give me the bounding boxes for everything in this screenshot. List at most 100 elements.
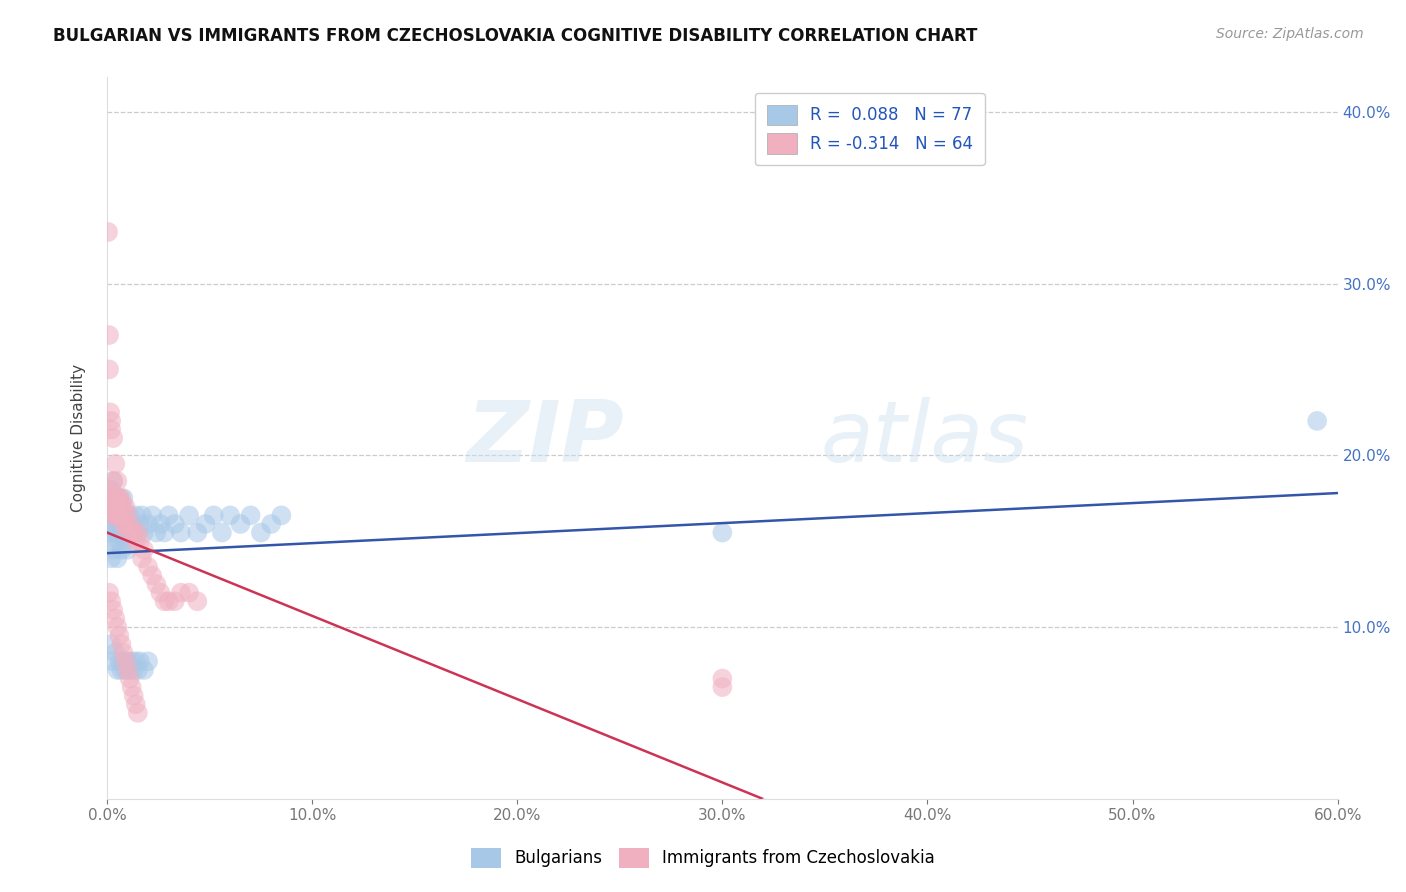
Point <box>250 525 273 540</box>
Point <box>114 654 136 668</box>
Point <box>153 594 176 608</box>
Point <box>194 516 217 531</box>
Point <box>100 491 122 506</box>
Point <box>219 508 242 523</box>
Point <box>118 525 141 540</box>
Point <box>149 516 172 531</box>
Point <box>121 525 143 540</box>
Point <box>186 594 208 608</box>
Point <box>1306 414 1329 428</box>
Point <box>105 508 128 523</box>
Point <box>131 508 153 523</box>
Point <box>117 542 139 557</box>
Point <box>239 508 262 523</box>
Point <box>103 474 125 488</box>
Point <box>118 672 141 686</box>
Point <box>118 508 141 523</box>
Text: ZIP: ZIP <box>467 397 624 480</box>
Point <box>121 654 143 668</box>
Point <box>112 654 135 668</box>
Point <box>157 594 180 608</box>
Point <box>125 534 148 549</box>
Point <box>108 534 131 549</box>
Point <box>108 508 131 523</box>
Point <box>145 577 167 591</box>
Point <box>100 483 122 497</box>
Point <box>105 620 128 634</box>
Point <box>103 654 125 668</box>
Point <box>98 525 121 540</box>
Point <box>127 525 149 540</box>
Point <box>104 534 127 549</box>
Point <box>100 414 122 428</box>
Text: atlas: atlas <box>821 397 1029 480</box>
Point <box>104 646 127 660</box>
Point <box>211 525 233 540</box>
Point <box>104 611 127 625</box>
Point <box>110 508 132 523</box>
Point <box>100 594 122 608</box>
Point <box>100 551 122 566</box>
Point <box>103 491 125 506</box>
Point <box>153 525 176 540</box>
Point <box>110 491 132 506</box>
Point <box>105 500 128 514</box>
Point <box>104 508 127 523</box>
Point <box>98 405 121 419</box>
Point <box>260 516 283 531</box>
Point <box>100 423 122 437</box>
Point <box>112 516 135 531</box>
Point <box>112 500 135 514</box>
Point <box>108 491 131 506</box>
Point <box>117 516 139 531</box>
Point <box>711 672 734 686</box>
Point <box>110 516 132 531</box>
Point <box>104 508 127 523</box>
Point <box>128 516 150 531</box>
Y-axis label: Cognitive Disability: Cognitive Disability <box>72 364 86 512</box>
Point <box>118 663 141 677</box>
Point <box>121 680 143 694</box>
Point <box>110 500 132 514</box>
Point <box>105 551 128 566</box>
Point <box>104 491 127 506</box>
Point <box>105 525 128 540</box>
Point <box>122 525 145 540</box>
Point <box>98 362 121 376</box>
Point <box>229 516 252 531</box>
Point <box>132 525 155 540</box>
Point <box>202 508 225 523</box>
Point <box>117 508 139 523</box>
Point <box>132 542 155 557</box>
Point <box>104 457 127 471</box>
Point <box>105 663 128 677</box>
Point <box>112 508 135 523</box>
Point <box>132 663 155 677</box>
Point <box>179 508 201 523</box>
Point <box>711 680 734 694</box>
Point <box>100 525 122 540</box>
Point <box>100 508 122 523</box>
Point <box>112 646 135 660</box>
Point <box>98 328 121 343</box>
Point <box>108 491 131 506</box>
Point <box>270 508 292 523</box>
Legend: Bulgarians, Immigrants from Czechoslovakia: Bulgarians, Immigrants from Czechoslovak… <box>464 841 942 875</box>
Point <box>105 491 128 506</box>
Point <box>103 516 125 531</box>
Point <box>186 525 208 540</box>
Point <box>114 516 136 531</box>
Point <box>141 568 163 582</box>
Point <box>163 516 186 531</box>
Point <box>117 654 139 668</box>
Point <box>108 629 131 643</box>
Point <box>117 525 139 540</box>
Point <box>157 508 180 523</box>
Point <box>103 431 125 445</box>
Point <box>145 525 167 540</box>
Point <box>128 654 150 668</box>
Point <box>103 542 125 557</box>
Point <box>136 516 159 531</box>
Point <box>122 663 145 677</box>
Point <box>125 654 148 668</box>
